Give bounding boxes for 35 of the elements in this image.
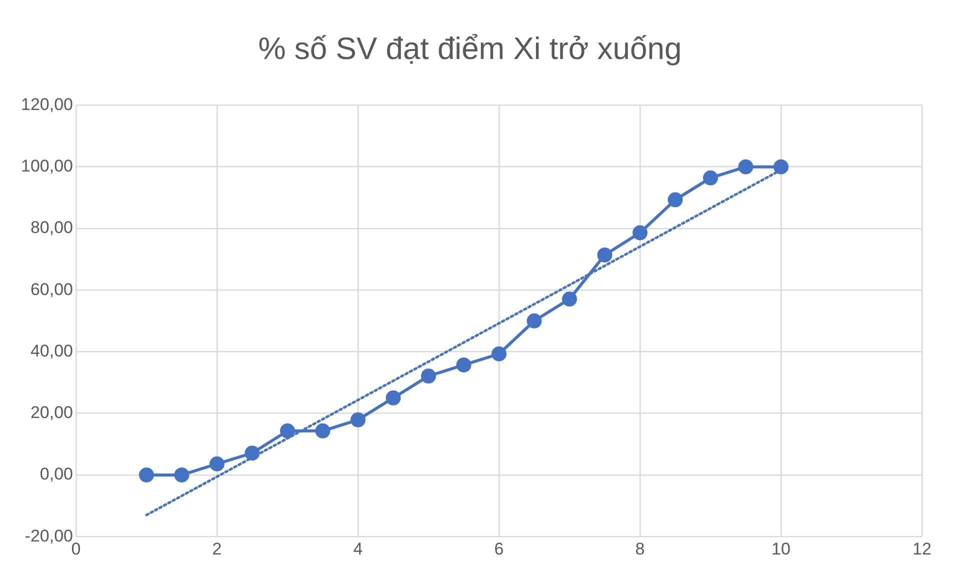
point [492, 346, 506, 362]
y-tick-label: 100,00 [20, 156, 73, 176]
y-tick-label: -20,00 [24, 526, 73, 546]
x-tick-label: 6 [494, 539, 504, 558]
x-tick-label: 8 [635, 539, 645, 558]
x-tick-label: 4 [353, 539, 363, 558]
point [738, 159, 754, 174]
point [526, 313, 542, 328]
point [456, 357, 472, 372]
y-tick-label: 0,00 [40, 464, 73, 484]
y-tick-label: 60,00 [30, 280, 73, 299]
x-tick-label: 10 [772, 539, 790, 558]
point [421, 368, 436, 384]
point [280, 423, 295, 438]
point [632, 225, 648, 240]
x-tick-label: 12 [912, 539, 932, 558]
y-tick-label: 40,00 [30, 341, 73, 360]
x-tick-label: 0 [71, 539, 81, 558]
point [562, 292, 577, 307]
point [386, 390, 401, 406]
y-tick-label: 120,00 [20, 94, 73, 114]
point [668, 192, 683, 208]
point [174, 467, 190, 482]
y-tick-label: 80,00 [30, 218, 73, 238]
x-tick-label: 2 [212, 539, 222, 558]
point [209, 456, 224, 472]
point [315, 423, 330, 438]
chart-title: % số SV đạt điểm Xi trở xuống [258, 31, 682, 66]
point [703, 170, 718, 186]
point [350, 412, 366, 428]
point [774, 159, 788, 174]
point [244, 446, 260, 461]
y-tick-label: 20,00 [30, 403, 73, 422]
point [597, 247, 612, 262]
point [138, 467, 154, 482]
